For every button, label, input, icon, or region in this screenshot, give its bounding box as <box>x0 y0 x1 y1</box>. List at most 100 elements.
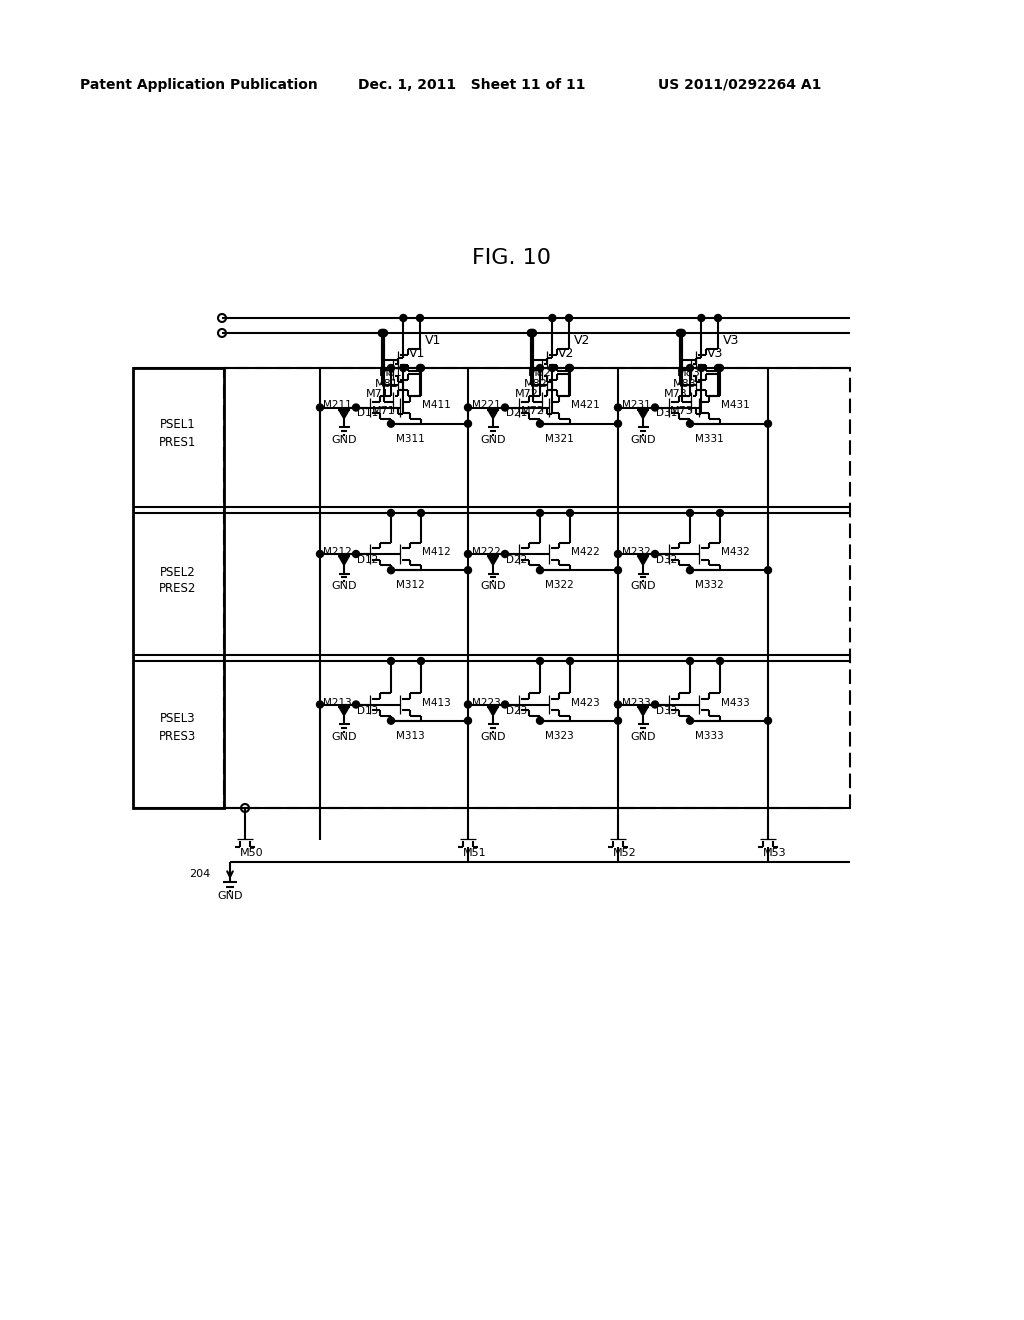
Text: M83: M83 <box>673 379 696 389</box>
Circle shape <box>316 550 324 557</box>
Circle shape <box>686 717 693 725</box>
Text: GND: GND <box>480 581 506 591</box>
Circle shape <box>715 314 722 322</box>
Text: PRES2: PRES2 <box>160 582 197 595</box>
Circle shape <box>537 364 544 371</box>
Circle shape <box>678 330 685 337</box>
Text: M332: M332 <box>695 581 724 590</box>
Circle shape <box>379 330 385 337</box>
Text: D23: D23 <box>506 705 527 715</box>
Text: M212: M212 <box>324 546 352 557</box>
Text: M333: M333 <box>695 731 724 741</box>
Text: D31: D31 <box>656 408 677 418</box>
Text: GND: GND <box>480 731 506 742</box>
Text: M411: M411 <box>422 400 451 411</box>
Circle shape <box>387 420 394 428</box>
Circle shape <box>717 364 724 371</box>
Text: V1: V1 <box>410 347 426 360</box>
Circle shape <box>651 701 658 708</box>
Circle shape <box>316 404 324 411</box>
Circle shape <box>502 550 509 557</box>
Text: M221: M221 <box>472 400 501 411</box>
Text: M331: M331 <box>695 434 724 444</box>
Circle shape <box>566 510 573 516</box>
Text: M433: M433 <box>721 697 750 708</box>
Text: GND: GND <box>217 891 243 902</box>
Circle shape <box>614 566 622 574</box>
Circle shape <box>549 314 556 322</box>
Text: M52: M52 <box>612 847 636 858</box>
Text: D22: D22 <box>506 554 527 565</box>
Circle shape <box>465 701 471 708</box>
Circle shape <box>465 420 471 428</box>
Circle shape <box>418 364 425 371</box>
Text: D32: D32 <box>656 554 677 565</box>
Circle shape <box>677 330 683 337</box>
Circle shape <box>537 657 544 664</box>
Text: M82: M82 <box>523 379 547 389</box>
Text: Dec. 1, 2011   Sheet 11 of 11: Dec. 1, 2011 Sheet 11 of 11 <box>358 78 586 92</box>
Circle shape <box>686 566 693 574</box>
Polygon shape <box>339 557 349 565</box>
Circle shape <box>465 566 471 574</box>
Text: M82: M82 <box>528 368 552 378</box>
Text: M323: M323 <box>545 731 573 741</box>
Polygon shape <box>638 708 648 715</box>
Text: PSEL1: PSEL1 <box>160 418 196 432</box>
Text: PRES1: PRES1 <box>160 436 197 449</box>
Text: D11: D11 <box>357 408 378 418</box>
Circle shape <box>565 314 572 322</box>
Text: M313: M313 <box>396 731 425 741</box>
Circle shape <box>387 657 394 664</box>
Polygon shape <box>339 411 349 418</box>
Text: M222: M222 <box>472 546 501 557</box>
Circle shape <box>352 550 359 557</box>
Bar <box>224 368 850 808</box>
Circle shape <box>380 330 387 337</box>
Text: V3: V3 <box>708 347 724 360</box>
Circle shape <box>387 717 394 725</box>
Circle shape <box>614 717 622 725</box>
Circle shape <box>418 657 425 664</box>
Circle shape <box>686 510 693 516</box>
Polygon shape <box>638 557 648 565</box>
Text: M233: M233 <box>623 697 651 708</box>
Circle shape <box>697 314 705 322</box>
Text: M50: M50 <box>240 847 263 858</box>
Text: M231: M231 <box>623 400 651 411</box>
Circle shape <box>379 330 385 337</box>
Text: M53: M53 <box>763 847 786 858</box>
Circle shape <box>380 330 387 337</box>
Circle shape <box>537 420 544 428</box>
Circle shape <box>399 364 407 371</box>
Text: FIG. 10: FIG. 10 <box>472 248 552 268</box>
Text: M223: M223 <box>472 697 501 708</box>
Circle shape <box>566 364 573 371</box>
Circle shape <box>678 330 685 337</box>
Circle shape <box>537 510 544 516</box>
Circle shape <box>465 717 471 725</box>
Circle shape <box>316 701 324 708</box>
Polygon shape <box>487 411 498 418</box>
Circle shape <box>715 364 722 371</box>
Circle shape <box>686 364 693 371</box>
Text: GND: GND <box>331 434 356 445</box>
Circle shape <box>537 717 544 725</box>
Circle shape <box>529 330 537 337</box>
Circle shape <box>417 314 424 322</box>
Circle shape <box>717 657 724 664</box>
Text: D21: D21 <box>506 408 527 418</box>
Circle shape <box>651 550 658 557</box>
Circle shape <box>677 330 683 337</box>
Circle shape <box>566 657 573 664</box>
Circle shape <box>765 420 771 428</box>
Text: M413: M413 <box>422 697 451 708</box>
Text: PSEL3: PSEL3 <box>160 713 196 726</box>
Circle shape <box>614 420 622 428</box>
Circle shape <box>686 420 693 428</box>
Circle shape <box>399 314 407 322</box>
Text: M72: M72 <box>515 389 539 400</box>
Text: M72: M72 <box>521 405 545 416</box>
Text: M431: M431 <box>721 400 750 411</box>
Circle shape <box>387 566 394 574</box>
